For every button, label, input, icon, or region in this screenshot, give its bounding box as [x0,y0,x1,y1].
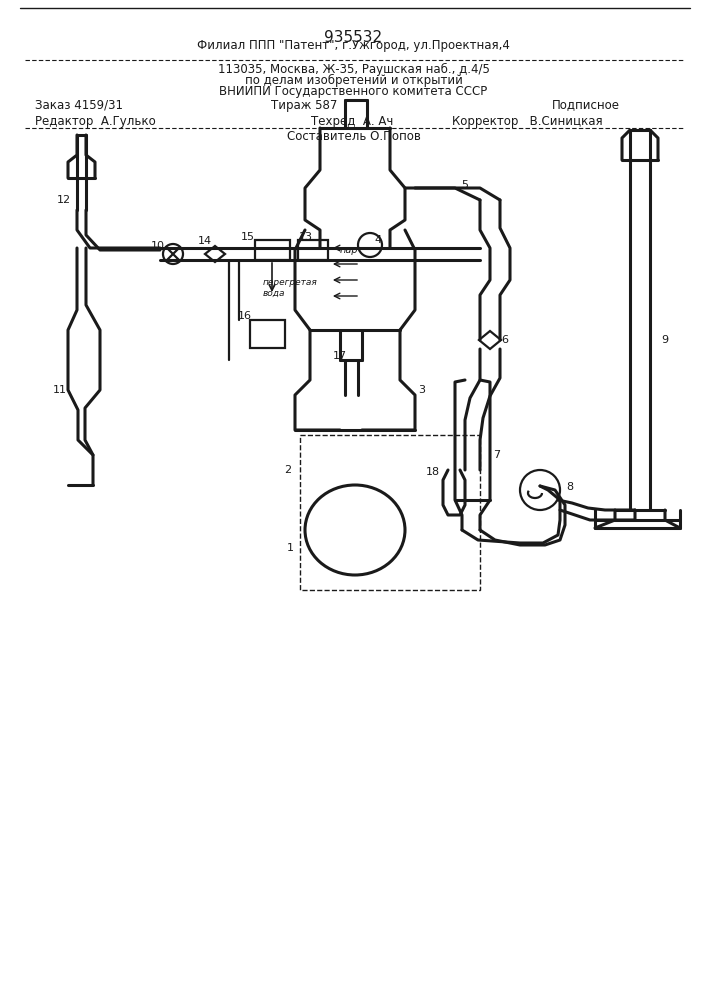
Text: Корректор   В.Синицкая: Корректор В.Синицкая [452,115,603,128]
Text: 113035, Москва, Ж-35, Раушская наб., д.4/5: 113035, Москва, Ж-35, Раушская наб., д.4… [218,62,489,76]
Text: 6: 6 [501,335,508,345]
Text: 935532: 935532 [324,30,382,45]
Text: 7: 7 [493,450,501,460]
Bar [300,435,480,590]
Text: Тираж 587: Тираж 587 [271,99,337,111]
Text: 18: 18 [426,467,440,477]
Text: по делам изобретений и открытий: по делам изобретений и открытий [245,73,462,87]
Text: 15: 15 [241,232,255,242]
Bar [298,240,328,260]
Text: 17: 17 [333,351,347,361]
Text: пар: пар [340,245,358,255]
Text: Редактор  А.Гулько: Редактор А.Гулько [35,115,156,128]
Text: 4: 4 [375,235,382,245]
Text: Техред  А. Ач: Техред А. Ач [311,115,394,128]
Text: ВНИИПИ Государственного комитета СССР: ВНИИПИ Государственного комитета СССР [219,85,488,98]
Bar [250,320,285,348]
Text: 3: 3 [419,385,426,395]
Text: 9: 9 [662,335,669,345]
Text: перегретая
вода: перегретая вода [263,278,317,297]
Text: 10: 10 [151,241,165,251]
Text: 11: 11 [53,385,67,395]
Text: 13: 13 [299,232,313,242]
Text: 5: 5 [462,180,469,190]
Text: 8: 8 [566,482,573,492]
Text: Филиал ППП "Патент", г.Ужгород, ул.Проектная,4: Филиал ППП "Патент", г.Ужгород, ул.Проек… [197,39,510,52]
Text: 1: 1 [286,543,293,553]
Text: Составитель О.Попов: Составитель О.Попов [286,129,421,142]
Text: 14: 14 [198,236,212,246]
Text: 16: 16 [238,311,252,321]
Bar [255,240,290,260]
Text: 2: 2 [284,465,291,475]
Text: Заказ 4159/31: Заказ 4159/31 [35,99,123,111]
Text: Подписное: Подписное [551,99,619,111]
Text: 12: 12 [57,195,71,205]
